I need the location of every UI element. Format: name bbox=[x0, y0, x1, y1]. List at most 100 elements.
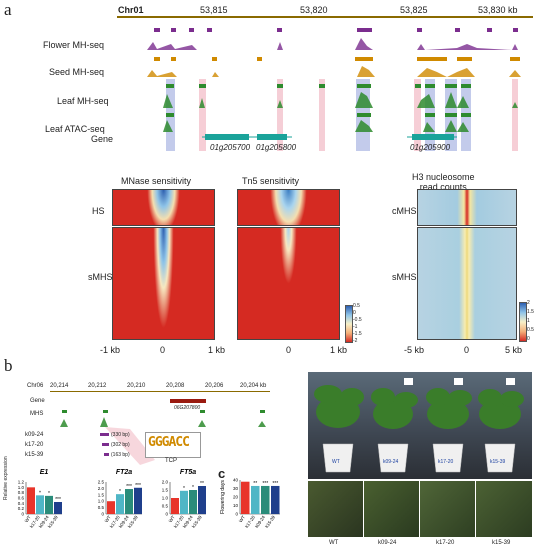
tcp-motif-seq: GGGACC bbox=[148, 435, 190, 450]
del-k17-20: (302 bp) bbox=[111, 442, 130, 448]
closeup-k17-20 bbox=[420, 481, 475, 537]
expr-bar-1-3 bbox=[134, 487, 142, 514]
cbar-right-3: 0.5 bbox=[527, 327, 534, 333]
track-label-seed: Seed MH-seq bbox=[49, 67, 105, 77]
flower-ylabel: Flowering days bbox=[220, 480, 226, 514]
expr-tick-1-3: 1.5 bbox=[98, 492, 105, 497]
expr-bar-2-0 bbox=[171, 498, 179, 514]
row-label-cmhs: cMHS bbox=[392, 206, 417, 216]
expr-xlabel-0-0: WT bbox=[24, 515, 32, 524]
xtick-m-0: 0 bbox=[286, 345, 292, 355]
heatmap-title-mnase: MNase sensitivity bbox=[121, 176, 192, 186]
cbar-right-0: 2 bbox=[527, 300, 530, 306]
gene-model-b bbox=[170, 399, 206, 403]
coord-b-1: 20,212 bbox=[88, 383, 107, 389]
mhs-track-b bbox=[50, 410, 275, 465]
coord-b-3: 20,208 bbox=[166, 383, 185, 389]
tcp-motif-logo: GGGACC bbox=[145, 432, 201, 458]
line-k17-20: k17-20 bbox=[25, 442, 44, 448]
closeup-k15-39 bbox=[476, 481, 532, 537]
cbar-right-4: 0 bbox=[527, 336, 530, 342]
chrom-axis-b bbox=[50, 391, 270, 392]
track-label-leaf: Leaf MH-seq bbox=[57, 96, 109, 106]
gene-name-a-2: 01g205900 bbox=[410, 143, 451, 152]
expr-star-1-3: *** bbox=[135, 483, 141, 489]
cbar-left-1: 0 bbox=[353, 310, 356, 316]
flower-tick-2: 20 bbox=[233, 495, 239, 500]
coord-b-0: 20,214 bbox=[50, 383, 69, 389]
expr-xlabel-1-0: WT bbox=[104, 515, 112, 524]
plant-photo-art bbox=[314, 378, 524, 473]
coord-b-2: 20,210 bbox=[127, 383, 146, 389]
expr-star-1-2: *** bbox=[126, 484, 132, 490]
coord-a-1: 53,820 bbox=[300, 5, 328, 15]
expr-title-0: E1 bbox=[40, 469, 49, 476]
colorbar-right bbox=[519, 302, 527, 342]
flower-star-1: ** bbox=[253, 481, 257, 487]
expr-xlabel-0-3: k15-39 bbox=[47, 514, 59, 529]
flower-tick-1: 10 bbox=[233, 503, 239, 508]
expr-bar-2-1 bbox=[180, 490, 188, 514]
del-k09-24: (330 bp) bbox=[111, 432, 130, 438]
coord-b-4: 20,206 bbox=[205, 383, 224, 389]
flower-bar-1 bbox=[251, 485, 260, 514]
expr-title-1: FT2a bbox=[116, 469, 132, 476]
expr-xlabel-2-0: WT bbox=[168, 515, 176, 524]
panel-b-letter: b bbox=[4, 356, 13, 375]
cbar-left-5: -2 bbox=[353, 338, 358, 344]
gene-models bbox=[202, 134, 457, 140]
expr-tick-1-4: 2.0 bbox=[98, 486, 105, 491]
expr-bar-2-3 bbox=[198, 486, 206, 514]
heatmap-tn5-smhs bbox=[237, 227, 340, 340]
expr-tick-1-2: 1.0 bbox=[98, 499, 105, 504]
gene-name-a-0: 01g205700 bbox=[210, 143, 251, 152]
xtick-r-1: 0 bbox=[464, 345, 470, 355]
closeup-label-0: WT bbox=[329, 540, 339, 546]
expr-tick-2-1: 0.5 bbox=[162, 504, 169, 509]
flower-xlabel-3: k15-39 bbox=[264, 514, 276, 529]
flower-bar-3 bbox=[271, 485, 280, 514]
chrom-axis-a bbox=[117, 16, 533, 18]
flower-star-2: *** bbox=[262, 481, 268, 487]
photo-label-0: WT bbox=[332, 459, 340, 465]
xtick-l-1: 0 bbox=[160, 345, 166, 355]
track-label-flower: Flower MH-seq bbox=[43, 40, 105, 50]
closeup-label-3: k15-39 bbox=[492, 540, 511, 546]
expr-bar-1-1 bbox=[116, 494, 124, 514]
expr-star-0-1: * bbox=[39, 490, 41, 496]
heatmap-h3-smhs bbox=[417, 227, 517, 340]
closeup-label-1: k09-24 bbox=[378, 540, 397, 546]
expr-tick-1-1: 0.5 bbox=[98, 505, 105, 510]
atac-track bbox=[117, 113, 537, 132]
cbar-left-4: -1.5 bbox=[353, 331, 362, 337]
coord-a-3: 53,830 kb bbox=[478, 5, 518, 15]
photo-label-1: k09-24 bbox=[383, 459, 399, 465]
flower-star-3: *** bbox=[272, 481, 278, 487]
cbar-right-1: 1.5 bbox=[527, 309, 534, 315]
seed-track bbox=[117, 57, 537, 77]
coord-a-0: 53,815 bbox=[200, 5, 228, 15]
expr-tick-0-1: 0.2 bbox=[18, 506, 25, 511]
expr-tick-2-0: 0 bbox=[165, 512, 168, 517]
chrom-label-b: Chr06 bbox=[27, 383, 44, 389]
expr-bar-0-3 bbox=[54, 502, 62, 514]
expr-tick-2-3: 1.5 bbox=[162, 488, 169, 493]
colorbar-left bbox=[345, 305, 353, 343]
expr-bar-1-0 bbox=[107, 501, 115, 514]
track-label-atac: Leaf ATAC-seq bbox=[45, 124, 105, 134]
mhs-label: MHS bbox=[30, 411, 44, 417]
row-label-hs: HS bbox=[92, 206, 105, 216]
flower-tick-4: 40 bbox=[233, 478, 239, 483]
expr-xlabel-2-3: k15-39 bbox=[191, 514, 203, 529]
expr-tick-1-5: 2.5 bbox=[98, 480, 105, 485]
flower-track bbox=[117, 28, 537, 50]
xtick-r-0: -5 kb bbox=[404, 345, 425, 355]
flower-tick-0: 0 bbox=[235, 512, 238, 517]
closeup-label-2: k17-20 bbox=[436, 540, 455, 546]
closeup-wt bbox=[308, 481, 363, 537]
expr-tick-0-3: 0.6 bbox=[18, 496, 25, 501]
expr-star-2-2: * bbox=[192, 485, 194, 491]
plant-photo: WT k09-24 k17-20 k15-39 bbox=[308, 372, 532, 479]
photo-label-2: k17-20 bbox=[438, 459, 454, 465]
expr-star-2-3: ** bbox=[200, 481, 204, 487]
